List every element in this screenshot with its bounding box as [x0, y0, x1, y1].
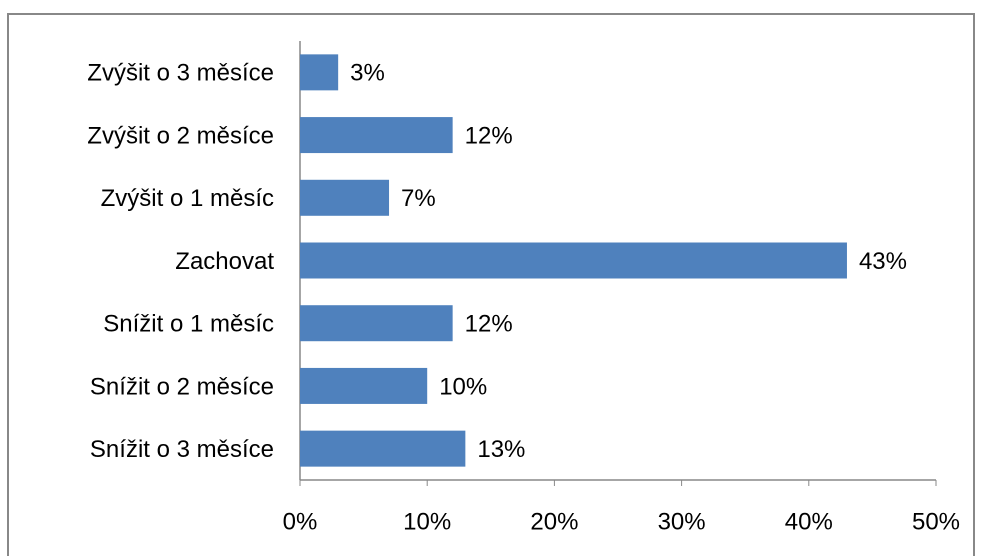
x-tick-label: 30% — [658, 508, 706, 535]
y-tick-label: Snížit o 1 měsíc — [103, 311, 274, 338]
value-label: 13% — [477, 436, 525, 463]
bar — [300, 242, 847, 279]
x-tick-label: 20% — [530, 508, 578, 535]
bar — [300, 54, 339, 91]
bar — [300, 367, 428, 404]
value-label: 43% — [859, 248, 907, 275]
y-tick-label: Snížit o 3 měsíce — [90, 436, 274, 463]
x-tick-label: 40% — [785, 508, 833, 535]
value-label: 12% — [465, 311, 513, 338]
value-label: 3% — [350, 60, 385, 87]
x-tick-label: 10% — [403, 508, 451, 535]
chart-frame — [7, 13, 975, 556]
y-tick-label: Zvýšit o 1 měsíc — [101, 185, 274, 212]
bar — [300, 179, 390, 216]
bar — [300, 117, 453, 154]
bar — [300, 430, 466, 467]
x-tick-label: 50% — [912, 508, 960, 535]
y-tick-label: Zachovat — [175, 248, 274, 275]
value-label: 10% — [439, 373, 487, 400]
y-tick-label: Zvýšit o 3 měsíce — [87, 60, 274, 87]
y-tick-label: Snížit o 2 měsíce — [90, 373, 274, 400]
bar — [300, 305, 453, 342]
value-label: 7% — [401, 185, 436, 212]
y-tick-label: Zvýšit o 2 měsíce — [87, 122, 274, 149]
value-label: 12% — [465, 122, 513, 149]
x-tick-label: 0% — [283, 508, 318, 535]
